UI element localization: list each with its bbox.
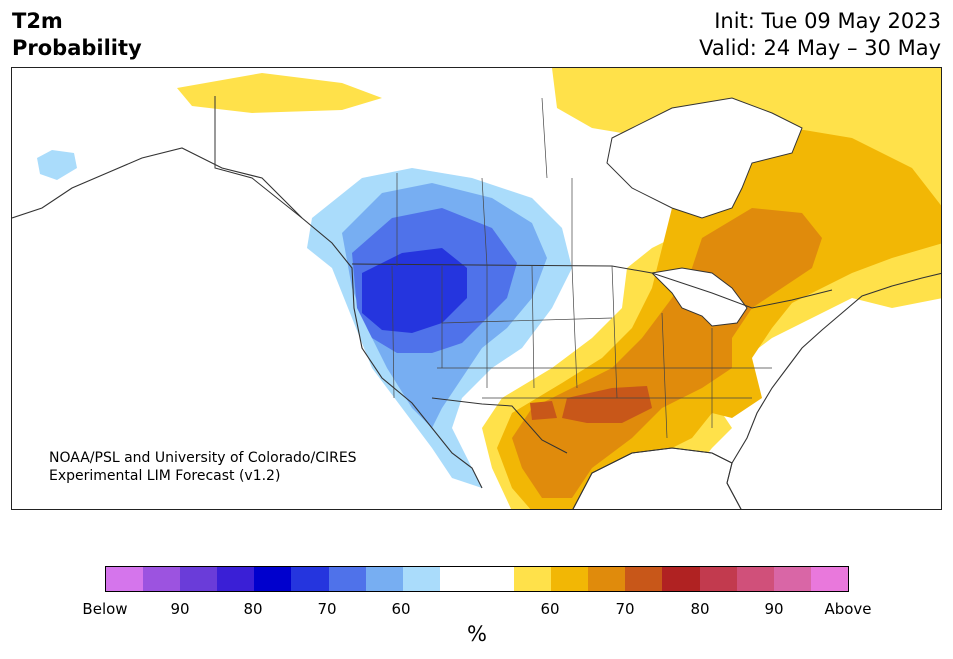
below-60-area-alaska xyxy=(37,150,77,180)
colorbar-tick-label: Below xyxy=(82,600,128,618)
colorbar-tick-label: 90 xyxy=(170,600,190,618)
colorbar-swatch xyxy=(662,567,700,591)
colorbar-swatch xyxy=(180,567,218,591)
init-date: Init: Tue 09 May 2023 xyxy=(714,9,941,33)
title-measure: Probability xyxy=(12,36,142,60)
above-80-area xyxy=(512,208,822,498)
colorbar-swatch xyxy=(365,567,403,591)
colorbar-tick-label: 80 xyxy=(690,600,710,618)
colorbar-unit: % xyxy=(467,622,487,646)
colorbar xyxy=(105,566,849,592)
colorbar-swatch xyxy=(773,567,811,591)
credit-line-2: Experimental LIM Forecast (v1.2) xyxy=(49,468,281,484)
colorbar-tick-label: 80 xyxy=(243,600,263,618)
colorbar-tick-label: 70 xyxy=(615,600,635,618)
colorbar-swatch xyxy=(551,567,589,591)
colorbar-tick-label: Above xyxy=(824,600,872,618)
colorbar-swatch xyxy=(699,567,737,591)
colorbar-swatch xyxy=(476,567,515,591)
coastline xyxy=(12,147,941,509)
colorbar-swatch xyxy=(291,567,329,591)
colorbar-swatch xyxy=(254,567,292,591)
hudson-bay xyxy=(606,97,803,219)
colorbar-swatch xyxy=(810,567,848,591)
credit-line-1: NOAA/PSL and University of Colorado/CIRE… xyxy=(49,450,357,466)
colorbar-tick-label: 60 xyxy=(540,600,560,618)
title-variable: T2m xyxy=(12,9,63,33)
great-lakes xyxy=(650,267,748,327)
colorbar-swatch xyxy=(588,567,626,591)
chart-title: T2m Probability xyxy=(12,8,142,62)
map-svg xyxy=(12,68,941,509)
above-60-area-north xyxy=(177,73,382,113)
colorbar-swatch xyxy=(328,567,366,591)
credit-text: NOAA/PSL and University of Colorado/CIRE… xyxy=(49,449,357,485)
colorbar-tick-label: 60 xyxy=(391,600,411,618)
colorbar-tick-label: 70 xyxy=(317,600,337,618)
colorbar-swatch xyxy=(736,567,774,591)
colorbar-tick-label: 90 xyxy=(764,600,784,618)
date-info: Init: Tue 09 May 2023 Valid: 24 May – 30… xyxy=(699,8,941,62)
colorbar-swatch xyxy=(625,567,663,591)
below-90-area xyxy=(362,248,467,333)
colorbar-swatch xyxy=(106,567,144,591)
colorbar-swatch xyxy=(439,567,477,591)
colorbar-swatch xyxy=(143,567,181,591)
valid-range: Valid: 24 May – 30 May xyxy=(699,36,941,60)
alaska-border xyxy=(214,96,303,219)
state-lines xyxy=(391,97,772,439)
us-mexico-border xyxy=(431,397,568,454)
colorbar-swatch xyxy=(402,567,440,591)
forecast-map xyxy=(11,67,942,510)
colorbar-swatch xyxy=(514,567,552,591)
above-90-area-west xyxy=(530,401,557,420)
above-90-area xyxy=(562,386,652,423)
colorbar-swatch xyxy=(217,567,255,591)
